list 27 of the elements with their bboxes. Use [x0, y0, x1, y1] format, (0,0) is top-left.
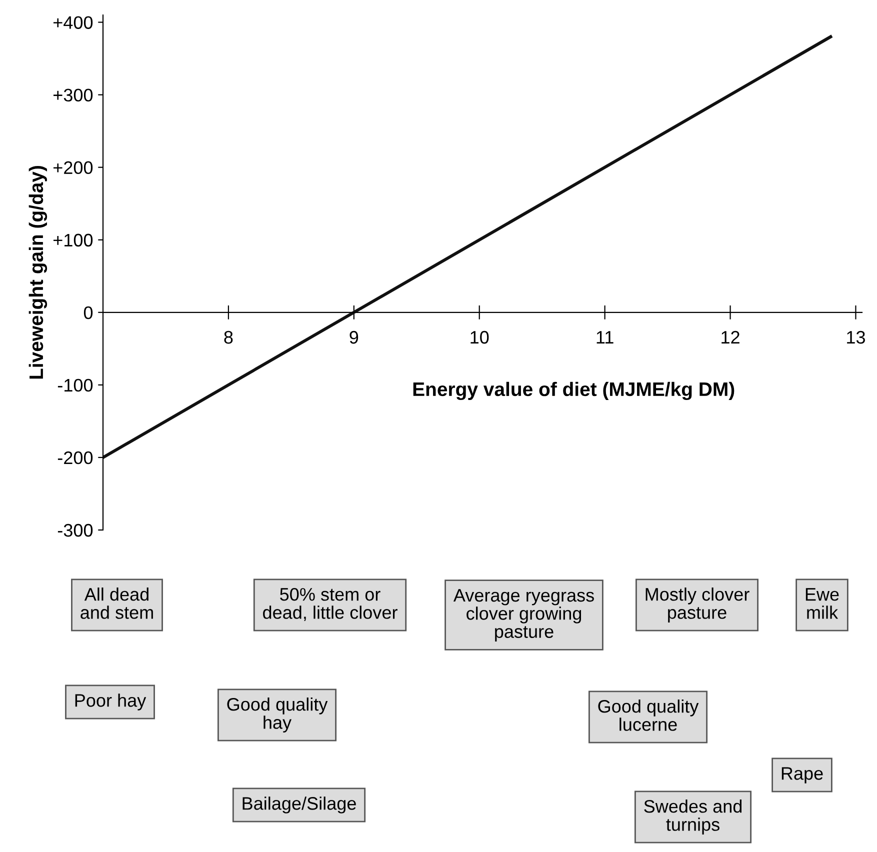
y-tick-label: -300 — [58, 524, 93, 537]
text: Rape — [782, 767, 823, 784]
text: 50% stem or dead, little clover — [263, 588, 398, 622]
text: Ewe milk — [806, 588, 839, 619]
text: Average ryegrass clover growing pasture — [453, 589, 594, 642]
text: Good quality hay — [227, 698, 328, 732]
y-tick-label: +400 — [53, 16, 93, 29]
text: Bailage/Silage — [242, 796, 356, 814]
y-tick-label: -100 — [58, 378, 93, 392]
x-tick-label: 9 — [350, 330, 358, 344]
y-tick-label: 0 — [84, 306, 93, 320]
text: Good quality lucerne — [598, 700, 699, 731]
text: Poor hay — [75, 694, 146, 710]
text: All dead and stem — [80, 588, 153, 619]
text: Mostly clover pasture — [646, 588, 750, 622]
text: Swedes and turnips — [644, 800, 742, 834]
y-axis-title: Liveweight gain (g/day) — [28, 166, 48, 379]
x-tick-label: 8 — [224, 330, 233, 344]
x-tick-label: 13 — [847, 330, 865, 344]
x-tick-label: 11 — [596, 331, 614, 344]
y-tick-label: -200 — [58, 451, 93, 464]
x-axis-title: Energy value of diet (MJME/kg DM) — [413, 382, 734, 400]
y-tick-label: +100 — [53, 234, 93, 247]
x-tick-label: 10 — [470, 330, 489, 344]
y-tick-label: +300 — [53, 88, 93, 102]
y-tick-label: +200 — [53, 161, 93, 174]
x-tick-label: 12 — [722, 330, 740, 344]
